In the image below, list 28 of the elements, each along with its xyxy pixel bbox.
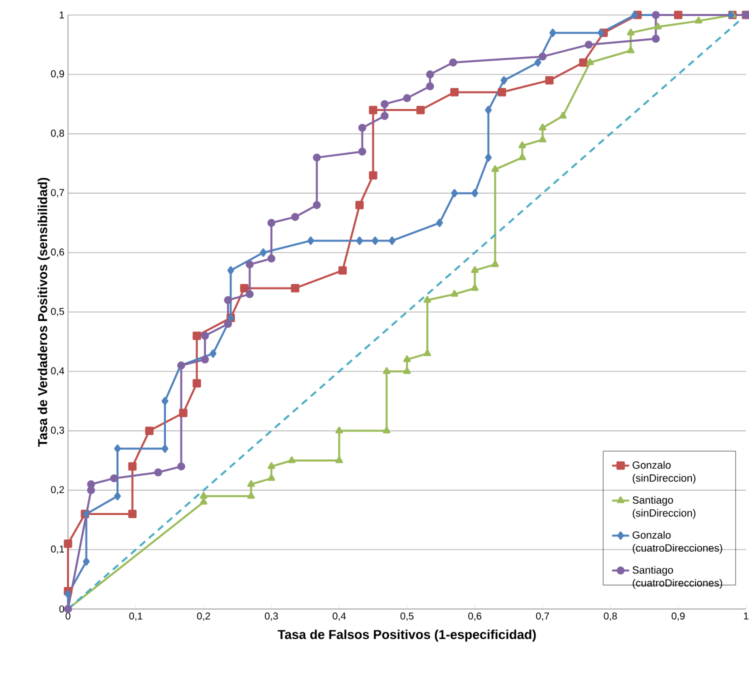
legend-label: Santiago (cuatroDirecciones) <box>632 566 722 589</box>
y-tick-label: 0,5 <box>51 308 64 316</box>
y-tick-label: 0,8 <box>51 130 64 138</box>
y-tick-label: 0,7 <box>51 189 64 198</box>
x-tick-label: 0,8 <box>604 612 617 621</box>
y-tick-label: 0 <box>59 605 64 613</box>
x-tick-label: 0 <box>66 612 70 620</box>
x-tick-label: 0,6 <box>468 612 482 621</box>
x-tick-label: 0,9 <box>672 612 685 621</box>
legend-label: Santiago (sinDireccion) <box>632 496 696 519</box>
y-tick-label: 0,3 <box>51 426 64 435</box>
x-axis-title: Tasa de Falsos Positivos (1-especificidad) <box>278 630 536 642</box>
y-tick-label: 1 <box>60 12 64 18</box>
y-tick-label: 0,4 <box>51 367 64 376</box>
x-tick-label: 0,4 <box>332 612 346 621</box>
x-tick-label: 0,2 <box>197 612 210 621</box>
y-axis-title: Tasa de Verdaderos Positivos (sensibilidad) <box>38 178 50 447</box>
x-tick-label: 1 <box>744 612 748 620</box>
x-tick-label: 0,5 <box>400 612 414 621</box>
legend-label: Gonzalo (sinDireccion) <box>632 461 696 484</box>
x-tick-label: 0,1 <box>129 612 142 621</box>
y-tick-label: 0,2 <box>51 486 64 494</box>
y-tick-label: 0,6 <box>51 248 64 257</box>
y-tick-label: 0,1 <box>51 545 64 554</box>
y-tick-label: 0,9 <box>51 70 64 79</box>
legend-label: Gonzalo (cuatroDirecciones) <box>632 531 722 554</box>
x-tick-label: 0,3 <box>264 612 278 621</box>
x-tick-label: 0,7 <box>536 612 550 621</box>
